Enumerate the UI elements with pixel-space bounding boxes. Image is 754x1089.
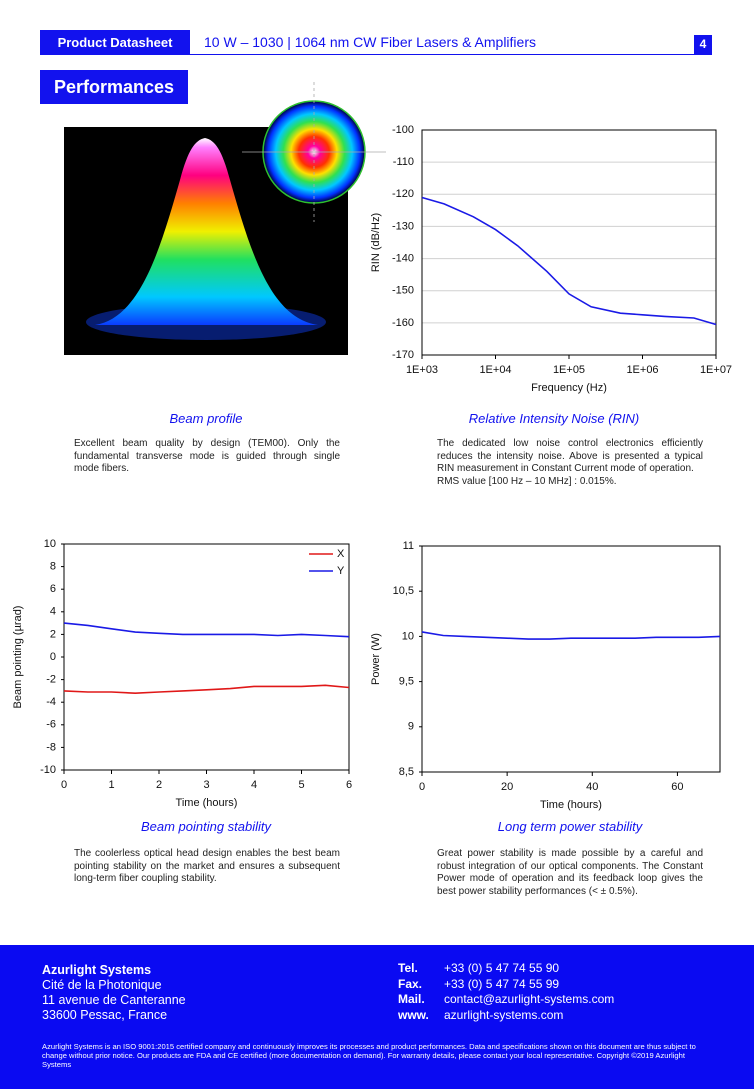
y-tick-label: -4	[46, 696, 56, 708]
contact: www. azurlight-systems.com	[398, 1008, 614, 1024]
x-axis-label: Frequency (Hz)	[531, 382, 607, 394]
y-tick-label: -140	[392, 252, 414, 264]
x-tick-label: 60	[671, 781, 683, 793]
contact-label: Fax.	[398, 976, 423, 991]
x-axis-label: Time (hours)	[176, 797, 238, 809]
legend-label: X	[337, 548, 345, 560]
y-tick-label: 6	[50, 583, 56, 595]
y-tick-label: 0	[50, 651, 56, 663]
x-tick-label: 0	[419, 781, 425, 793]
y-tick-label: -10	[40, 764, 56, 776]
company-address: Azurlight Systems Cité de la Photonique …	[42, 963, 186, 1023]
y-tick-label: -2	[46, 674, 56, 686]
y-tick-label: 10	[402, 630, 414, 642]
paragraph: The coolerless optical head design enabl…	[74, 848, 340, 886]
footer: Azurlight Systems Cité de la Photonique …	[0, 945, 754, 1089]
y-tick-label: 11	[403, 540, 414, 552]
caption: Beam profile	[169, 411, 243, 426]
data-line	[421, 196, 717, 326]
contact: Mail. contact@azurlight-systems.com	[398, 992, 614, 1008]
x-tick-label: 1E+03	[406, 364, 438, 376]
contact-label: www.	[398, 1007, 429, 1022]
page-number: 4	[694, 35, 712, 54]
x-tick-label: 1E+06	[626, 364, 658, 376]
data-line	[63, 684, 350, 695]
y-tick-label: -8	[46, 741, 56, 753]
x-tick-label: 0	[61, 779, 67, 791]
x-tick-label: 5	[298, 779, 304, 791]
legend-label: Y	[337, 565, 345, 577]
legal-notice: Azurlight Systems is an ISO 9001:2015 ce…	[42, 1042, 696, 1069]
caption: Beam pointing stability	[140, 819, 272, 834]
y-tick-label: -110	[393, 156, 414, 168]
beam-profile-image	[64, 82, 386, 355]
plot-frame	[63, 543, 350, 771]
x-tick-label: 1E+07	[700, 364, 732, 376]
contacts: Tel. +33 (0) 5 47 74 55 90 Fax. +33 (0) 5 …	[398, 961, 614, 1023]
contact: Tel. +33 (0) 5 47 74 55 90	[398, 961, 614, 977]
y-tick-label: -170	[392, 349, 414, 361]
x-tick-label: 20	[501, 781, 513, 793]
y-axis-label: Beam pointing (µrad)	[12, 606, 24, 709]
y-tick-label: 9,5	[399, 676, 414, 688]
caption: Relative Intensity Noise (RIN)	[468, 411, 640, 426]
y-tick-label: -120	[392, 188, 414, 200]
x-axis-label: Time (hours)	[540, 799, 602, 811]
paragraph: Excellent beam quality by design (TEM00)…	[74, 438, 340, 476]
y-tick-label: 4	[50, 606, 56, 618]
y-tick-label: 10,5	[393, 585, 414, 597]
y-axis-label: Power (W)	[370, 633, 382, 685]
company-line: 11 avenue de Canteranne	[42, 993, 186, 1007]
y-tick-label: -150	[392, 285, 414, 297]
section-title: Performances	[40, 70, 188, 104]
text: RMS value [100 Hz – 10 MHz] : 0.015%.	[437, 475, 617, 487]
y-tick-label: 9	[408, 721, 414, 733]
y-tick-label: -160	[392, 317, 414, 329]
company-line: 33600 Pessac, France	[42, 1008, 168, 1022]
text: The coolerless optical head design enabl…	[74, 848, 340, 884]
y-axis-label: RIN (dB/Hz)	[370, 213, 382, 272]
y-tick-label: 8	[50, 561, 56, 573]
text: Great power stability is made possible b…	[437, 848, 703, 897]
plot-frame	[421, 129, 717, 356]
x-tick-label: 40	[586, 781, 598, 793]
company-line: Cité de la Photonique	[42, 978, 162, 992]
text: Excellent beam quality by design (TEM00)…	[74, 438, 340, 474]
company-line: Azurlight Systems	[42, 963, 152, 977]
x-tick-label: 3	[203, 779, 209, 791]
contact-value: +33 (0) 5 47 74 55 99	[444, 976, 560, 991]
data-line	[421, 631, 721, 640]
header-rule	[190, 54, 712, 55]
header-title: 10 W – 1030 | 1064 nm CW Fiber Lasers & …	[204, 34, 536, 50]
y-tick-label: 2	[50, 628, 56, 640]
caption: Long term power stability	[497, 819, 643, 834]
data-line	[63, 622, 350, 638]
contact-value: azurlight-systems.com	[444, 1007, 564, 1022]
x-tick-label: 1E+04	[479, 364, 511, 376]
y-tick-label: 8,5	[399, 766, 414, 778]
y-tick-label: 10	[44, 538, 56, 550]
x-tick-label: 6	[346, 779, 352, 791]
y-tick-label: -130	[392, 220, 414, 232]
paragraph: Great power stability is made possible b…	[437, 848, 703, 898]
contact-label: Tel.	[398, 961, 418, 975]
header-label: Product Datasheet	[40, 30, 190, 55]
text: The dedicated low noise control electron…	[437, 438, 703, 474]
contact-label: Mail.	[398, 992, 425, 1006]
contact-value: +33 (0) 5 47 74 55 90	[444, 961, 560, 975]
x-tick-label: 1E+05	[553, 364, 585, 376]
plot-frame	[421, 545, 721, 773]
y-tick-label: -100	[392, 124, 414, 136]
x-tick-label: 1	[108, 779, 114, 791]
contact-value: contact@azurlight-systems.com	[444, 992, 615, 1006]
paragraph: The dedicated low noise control electron…	[437, 438, 703, 488]
contact: Fax. +33 (0) 5 47 74 55 99	[398, 977, 614, 993]
x-tick-label: 2	[156, 779, 162, 791]
y-tick-label: -6	[46, 719, 56, 731]
x-tick-label: 4	[251, 779, 257, 791]
